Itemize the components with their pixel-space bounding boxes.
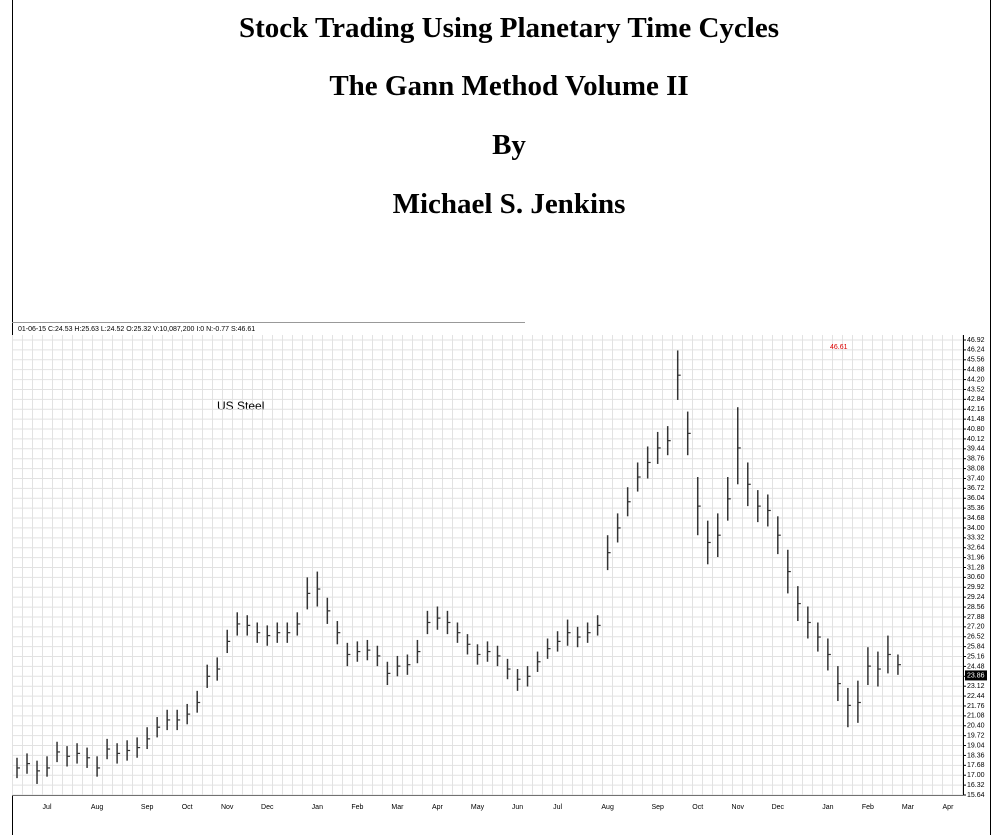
y-tick-label: 25.16	[967, 653, 985, 660]
y-tick-label: 25.84	[967, 643, 985, 650]
y-tick-label: 36.72	[967, 485, 985, 492]
y-tick-label: 20.40	[967, 723, 985, 730]
y-tick-label: 30.60	[967, 574, 985, 581]
y-tick-label: 23.12	[967, 683, 985, 690]
x-tick-label: Sep	[141, 804, 154, 811]
y-tick-label: 40.12	[967, 436, 985, 443]
y-tick-label: 28.56	[967, 604, 985, 611]
x-tick-label: Mar	[902, 804, 915, 811]
x-tick-label: Dec	[772, 804, 785, 811]
y-tick-label: 19.04	[967, 742, 985, 749]
x-tick-label: Feb	[351, 804, 363, 811]
last-price-box	[965, 670, 987, 681]
x-tick-label: Feb	[862, 804, 874, 811]
y-tick-label: 26.52	[967, 634, 985, 641]
y-tick-label: 46.92	[967, 337, 985, 344]
y-tick-label: 44.20	[967, 376, 985, 383]
x-tick-label: Jan	[312, 804, 323, 811]
y-tick-label: 31.28	[967, 564, 985, 571]
y-tick-label: 40.80	[967, 426, 985, 433]
x-tick-label: Jul	[43, 804, 52, 811]
title-line: Stock Trading Using Planetary Time Cycle…	[238, 12, 779, 44]
y-tick-label: 42.16	[967, 406, 985, 413]
y-tick-label: 21.76	[967, 703, 985, 710]
y-tick-label: 33.32	[967, 535, 985, 542]
y-tick-label: 31.96	[967, 554, 985, 561]
y-tick-label: 16.32	[967, 782, 985, 789]
y-tick-label: 34.00	[967, 525, 985, 532]
y-tick-label: 32.64	[967, 545, 985, 552]
y-tick-label: 43.52	[967, 386, 985, 393]
y-tick-label: 42.84	[967, 396, 985, 403]
y-tick-label: 44.88	[967, 367, 985, 374]
y-tick-label: 41.48	[967, 416, 985, 423]
x-tick-label: Aug	[601, 804, 614, 811]
y-tick-label: 27.20	[967, 624, 985, 631]
y-tick-label: 37.40	[967, 475, 985, 482]
y-tick-label: 24.48	[967, 663, 985, 670]
y-tick-label: 29.92	[967, 584, 985, 591]
y-tick-label: 38.08	[967, 465, 985, 472]
y-tick-label: 22.44	[967, 693, 985, 700]
peak-label: 46.61	[830, 344, 848, 351]
y-tick-label: 15.64	[967, 792, 985, 799]
x-tick-label: Oct	[182, 804, 193, 811]
y-tick-label: 34.68	[967, 515, 985, 522]
y-tick-label: 17.68	[967, 762, 985, 769]
y-tick-label: 17.00	[967, 772, 985, 779]
x-tick-label: Sep	[651, 804, 664, 811]
title-line: By	[492, 129, 526, 161]
last-price-label: 23.86	[967, 672, 985, 679]
x-tick-label: Dec	[261, 804, 274, 811]
y-tick-label: 35.36	[967, 505, 985, 512]
x-tick-label: May	[471, 804, 485, 811]
x-tick-label: Apr	[432, 804, 444, 811]
x-tick-label: Mar	[391, 804, 404, 811]
y-tick-label: 46.24	[967, 347, 985, 354]
y-tick-label: 18.36	[967, 752, 985, 759]
annotation: US Steel	[217, 399, 264, 413]
y-tick-label: 38.76	[967, 456, 985, 463]
vertical-grid	[12, 335, 963, 795]
y-tick-label: 29.24	[967, 594, 985, 601]
title-line: The Gann Method Volume II	[329, 70, 689, 102]
y-tick-label: 27.88	[967, 614, 985, 621]
x-tick-label: Nov	[732, 804, 745, 811]
y-tick-label: 45.56	[967, 357, 985, 364]
y-tick-label: 19.72	[967, 732, 985, 739]
y-tick-label: 39.44	[967, 446, 985, 453]
title-line: Michael S. Jenkins	[392, 188, 626, 220]
x-tick-label: Jun	[512, 804, 523, 811]
x-tick-label: Jul	[553, 804, 562, 811]
y-tick-label: 21.08	[967, 713, 985, 720]
x-tick-label: Jan	[822, 804, 833, 811]
x-tick-label: Aug	[91, 804, 104, 811]
info-line: 01-06-15 C:24.53 H:25.63 L:24.52 O:25.32…	[18, 326, 255, 333]
x-tick-label: Oct	[692, 804, 703, 811]
y-tick-label: 36.04	[967, 495, 985, 502]
x-tick-label: Nov	[221, 804, 234, 811]
x-tick-label: Apr	[943, 804, 955, 811]
